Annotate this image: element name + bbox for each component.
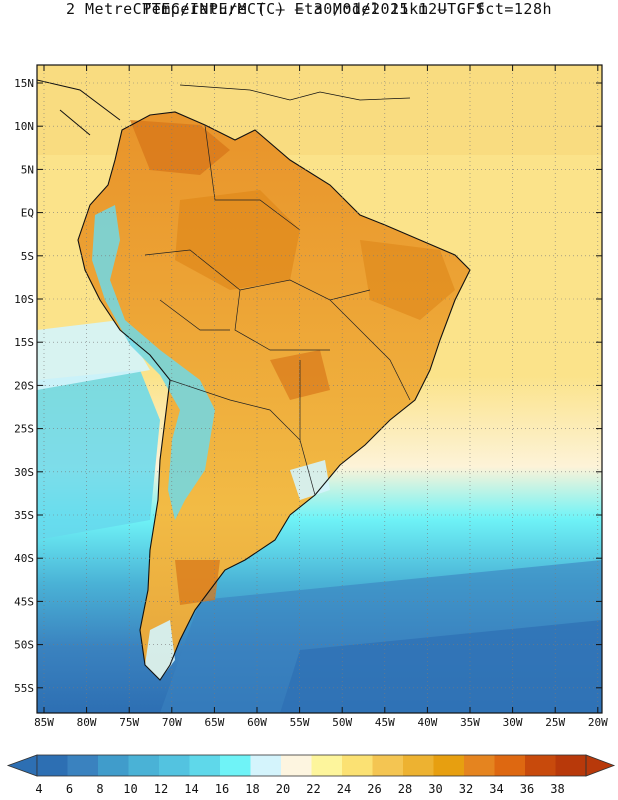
lat-label: 10S — [14, 293, 34, 306]
lon-label: 80W — [77, 716, 97, 729]
tierra-del-fuego-cool — [145, 620, 175, 680]
latitude-labels: 15N 10N 5N EQ 5S 10S 15S 20S 25S 30S 35S 40S 45S 50S 5… — [14, 77, 34, 695]
colorbar-swatch — [281, 755, 312, 776]
venezuela-hot-zone — [130, 120, 230, 175]
lon-label: 25W — [545, 716, 565, 729]
colorbar-swatch — [37, 755, 68, 776]
map-frame — [36, 64, 603, 714]
colorbar-swatch — [311, 755, 343, 776]
colorbar-label: 4 — [35, 782, 42, 796]
colorbar-labels: 4 6 8 10 12 14 16 18 20 22 24 26 28 30 32 34 36 38 — [35, 782, 564, 796]
colorbar-label: 14 — [184, 782, 198, 796]
colorbar-label: 22 — [306, 782, 320, 796]
lat-label: 55S — [14, 682, 34, 695]
lat-label: 10N — [14, 120, 34, 133]
lon-label: 60W — [247, 716, 267, 729]
colorbar-label: 26 — [367, 782, 381, 796]
graticule — [37, 65, 602, 713]
colorbar-label: 36 — [520, 782, 534, 796]
lat-label: 20S — [14, 379, 34, 392]
lon-label: 30W — [503, 716, 523, 729]
colorbar-swatch — [67, 755, 99, 776]
axis-ticks — [37, 65, 602, 713]
amazon-hot-zone — [175, 190, 300, 290]
colorbar-swatch — [494, 755, 526, 776]
colorbar-label: 38 — [550, 782, 564, 796]
lat-label: 15N — [14, 77, 34, 90]
caribbean-islands — [179, 84, 411, 101]
lon-label: 85W — [34, 716, 54, 729]
colorbar-arrow-low — [6, 754, 38, 777]
central-america-coast — [37, 79, 121, 136]
patagonia-hot-zone — [175, 560, 220, 605]
lat-label: 25S — [14, 423, 34, 436]
map-title-line-1: CPTEC/INPE/MCT – Eta Model 15km – GFS — [132, 0, 486, 18]
lon-label: 70W — [162, 716, 182, 729]
colorbar-swatch — [250, 755, 282, 776]
lat-label: 50S — [14, 639, 34, 652]
lat-label: EQ — [21, 207, 34, 220]
pacific-cool-zone — [37, 370, 160, 540]
lat-label: 15S — [14, 336, 34, 349]
uruguay-cool-spot — [290, 460, 330, 500]
colorbar-arrow-high — [585, 754, 616, 777]
coastline — [77, 111, 471, 681]
colorbar-swatch — [189, 755, 221, 776]
colorbar-label: 30 — [428, 782, 442, 796]
map-field — [37, 65, 602, 713]
lon-label: 50W — [332, 716, 352, 729]
colorbar-swatch — [98, 755, 129, 776]
andes-cold-strip — [92, 205, 215, 520]
map-title-line-2: 2 Metre Temperature (C) – 30/01/2021 12U… — [65, 0, 553, 18]
colorbar-label: 32 — [459, 782, 473, 796]
lat-label: 40S — [14, 552, 34, 565]
colorbar-label: 8 — [96, 782, 103, 796]
colorbar-swatch — [403, 755, 434, 776]
lat-label: 5S — [21, 250, 34, 263]
colorbar-swatch — [159, 755, 190, 776]
colorbar — [6, 754, 616, 777]
colorbar-swatch — [433, 755, 465, 776]
lat-label: 30S — [14, 466, 34, 479]
lon-label: 75W — [119, 716, 139, 729]
colorbar-label: 12 — [154, 782, 168, 796]
colorbar-swatch — [555, 755, 587, 776]
lon-label: 40W — [417, 716, 437, 729]
colorbar-swatch — [525, 755, 556, 776]
colorbar-swatch — [128, 755, 160, 776]
lon-label: 65W — [204, 716, 224, 729]
colorbar-swatch — [220, 755, 251, 776]
lon-label: 20W — [588, 716, 608, 729]
colorbar-swatch — [342, 755, 373, 776]
lon-label: 55W — [290, 716, 310, 729]
colorbar-label: 24 — [337, 782, 351, 796]
lat-label: 35S — [14, 509, 34, 522]
colorbar-label: 18 — [245, 782, 259, 796]
longitude-labels: 85W 80W 75W 70W 65W 60W 55W 50W 45W 40W 35W 30W 25W 2… — [34, 716, 608, 729]
lat-label: 45S — [14, 595, 34, 608]
colorbar-label: 20 — [276, 782, 290, 796]
pacific-mild-zone — [37, 320, 150, 390]
colorbar-label: 6 — [66, 782, 73, 796]
southern-ocean-zone — [280, 620, 602, 713]
colorbar-label: 34 — [489, 782, 503, 796]
colorbar-label: 28 — [398, 782, 412, 796]
country-borders — [144, 124, 411, 496]
lat-label: 5N — [21, 163, 34, 176]
colorbar-label: 16 — [215, 782, 229, 796]
lon-label: 35W — [460, 716, 480, 729]
colorbar-swatch — [464, 755, 495, 776]
lon-label: 45W — [375, 716, 395, 729]
colorbar-swatch — [372, 755, 404, 776]
northeast-hot-zone — [360, 240, 455, 320]
colorbar-label: 10 — [123, 782, 137, 796]
